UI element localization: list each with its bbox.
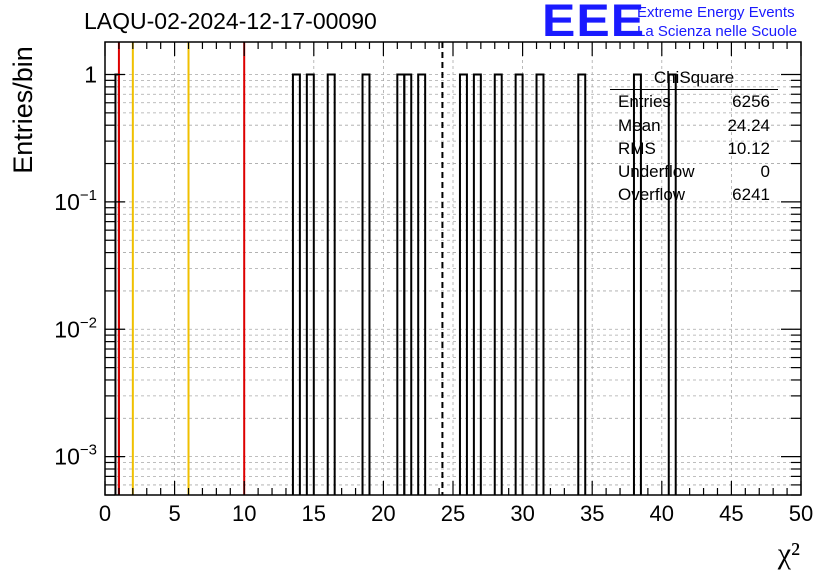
x-tick-labels: 0 5 10 15 20 25 30 35 40 45 50 bbox=[99, 501, 813, 526]
reference-lines bbox=[117, 42, 444, 495]
chart-title: LAQU-02-2024-12-17-00090 bbox=[84, 8, 377, 34]
y-tick-label: 10−3 bbox=[54, 442, 97, 470]
x-tick-label: 5 bbox=[168, 501, 180, 526]
histogram-bin bbox=[577, 73, 587, 495]
stat-row-overflow: Overflow 6241 bbox=[618, 185, 770, 207]
x-tick-label: 25 bbox=[441, 501, 465, 526]
stats-box: ChiSquare Entries 6256 Mean 24.24 RMS 10… bbox=[610, 68, 778, 208]
y-tick-label: 10−1 bbox=[54, 187, 97, 215]
eee-logo: EEE bbox=[542, 0, 646, 46]
stat-value: 24.24 bbox=[727, 116, 770, 135]
histogram-bin bbox=[291, 73, 301, 495]
stat-key: Mean bbox=[618, 116, 661, 135]
y-axis-label: Entries/bin bbox=[8, 46, 38, 174]
stat-key: Overflow bbox=[618, 185, 686, 204]
stat-value: 0 bbox=[760, 162, 770, 181]
stat-key: Underflow bbox=[618, 162, 695, 181]
x-tick-label: 35 bbox=[580, 501, 604, 526]
histogram-bin bbox=[458, 73, 468, 495]
histogram-bin bbox=[493, 73, 503, 495]
histogram-bin bbox=[326, 73, 336, 495]
logo-text-line2: La Scienza nelle Scuole bbox=[637, 23, 798, 40]
histogram-bin bbox=[403, 73, 413, 495]
histogram-bin bbox=[632, 73, 642, 495]
histogram-bin bbox=[305, 73, 315, 495]
histogram-bin bbox=[667, 73, 677, 495]
stat-value: 6241 bbox=[732, 185, 770, 204]
stat-key: RMS bbox=[618, 139, 656, 158]
x-tick-label: 20 bbox=[371, 501, 395, 526]
stat-key: Entries bbox=[618, 92, 671, 111]
histogram-bin bbox=[361, 73, 371, 495]
x-tick-label: 10 bbox=[232, 501, 256, 526]
x-axis-label: χ² bbox=[777, 537, 800, 570]
histogram-bin bbox=[396, 73, 406, 495]
histogram-bin bbox=[472, 73, 482, 495]
stat-value: 10.12 bbox=[727, 139, 770, 158]
y-tick-labels: 1 10−1 10−2 10−3 bbox=[54, 62, 97, 470]
axes bbox=[104, 41, 802, 496]
x-tick-label: 0 bbox=[99, 501, 111, 526]
x-tick-label: 50 bbox=[789, 501, 813, 526]
x-tick-label: 15 bbox=[302, 501, 326, 526]
stats-title: ChiSquare bbox=[653, 68, 735, 87]
logo-text-line1: Extreme Energy Events bbox=[637, 4, 795, 21]
x-tick-label: 40 bbox=[650, 501, 674, 526]
stat-row-rms: RMS 10.12 bbox=[618, 139, 770, 161]
stat-row-entries: Entries 6256 bbox=[618, 92, 770, 114]
histogram-bin bbox=[417, 73, 427, 495]
stats-divider bbox=[610, 89, 778, 90]
y-tick-label: 1 bbox=[84, 62, 97, 88]
x-tick-label: 45 bbox=[719, 501, 743, 526]
stat-row-mean: Mean 24.24 bbox=[618, 116, 770, 138]
y-tick-label: 10−2 bbox=[54, 314, 97, 342]
histogram-bin bbox=[535, 73, 545, 495]
stat-row-underflow: Underflow 0 bbox=[618, 162, 770, 184]
histogram-bins bbox=[114, 73, 677, 495]
stat-value: 6256 bbox=[732, 92, 770, 111]
grid-layer bbox=[105, 42, 801, 496]
histogram-bin bbox=[514, 73, 524, 495]
x-tick-label: 30 bbox=[510, 501, 534, 526]
